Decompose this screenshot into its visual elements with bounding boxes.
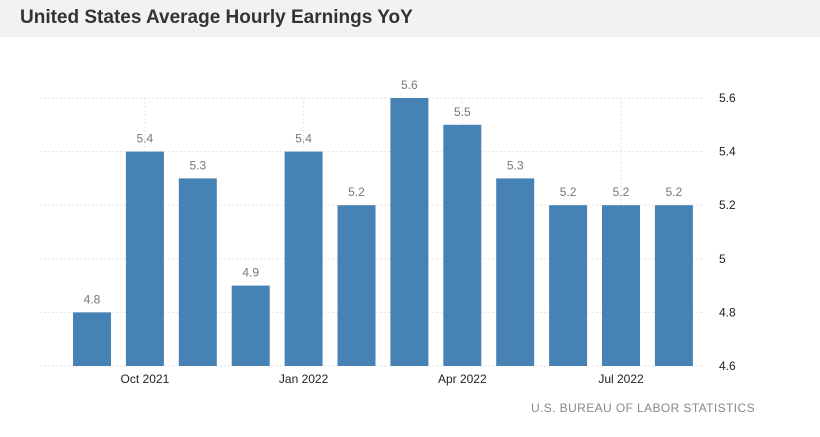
bar-may-2022[interactable] [496,178,535,366]
bar-jul-2022[interactable] [602,205,640,366]
y-axis-ticks: 4.6 4.8 5 5.2 5.4 5.6 [719,91,736,373]
bar-aug-2022[interactable] [654,205,693,366]
source-attribution: U.S. BUREAU OF LABOR STATISTICS [531,401,755,415]
data-labels: 4.8 5.4 5.3 4.9 5.4 5.2 5.6 5.5 5.3 5.2 5.2 5.2 [84,78,683,306]
data-label: 5.2 [560,185,577,199]
data-label: 5.4 [137,132,154,146]
y-tick-label: 5.4 [719,145,736,159]
x-tick-label: Apr 2022 [438,372,487,386]
x-tick-label: Jul 2022 [598,372,644,386]
bar-jun-2022[interactable] [549,205,588,366]
x-tick-label: Oct 2021 [121,372,170,386]
bar-apr-2022[interactable] [443,124,482,366]
bar-nov-2021[interactable] [178,178,217,366]
data-label: 5.3 [507,158,524,172]
x-axis-ticks: Oct 2021 Jan 2022 Apr 2022 Jul 2022 [121,372,644,386]
bar-jan-2022[interactable] [284,151,323,366]
y-tick-label: 4.6 [719,359,736,373]
bar-feb-2022[interactable] [337,205,376,366]
data-label: 5.3 [189,158,206,172]
y-tick-label: 5.6 [719,91,736,105]
data-label: 4.8 [84,292,101,306]
y-tick-label: 5.2 [719,198,736,212]
data-label: 5.2 [348,185,365,199]
bar-dec-2021[interactable] [231,285,270,366]
bars [73,98,693,366]
data-label: 4.9 [242,266,259,280]
data-label: 5.4 [295,132,312,146]
bar-oct-2021[interactable] [125,151,164,366]
data-label: 5.2 [613,185,630,199]
x-tick-label: Jan 2022 [279,372,329,386]
y-tick-label: 5 [719,252,726,266]
title-bar: United States Average Hourly Earnings Yo… [0,0,820,37]
bar-sep-2021[interactable] [73,312,111,366]
bar-mar-2022[interactable] [390,98,429,366]
data-label: 5.5 [454,105,471,119]
y-tick-label: 4.8 [719,305,736,319]
data-label: 5.2 [666,185,683,199]
data-label: 5.6 [401,78,418,92]
page-title: United States Average Hourly Earnings Yo… [20,7,413,28]
